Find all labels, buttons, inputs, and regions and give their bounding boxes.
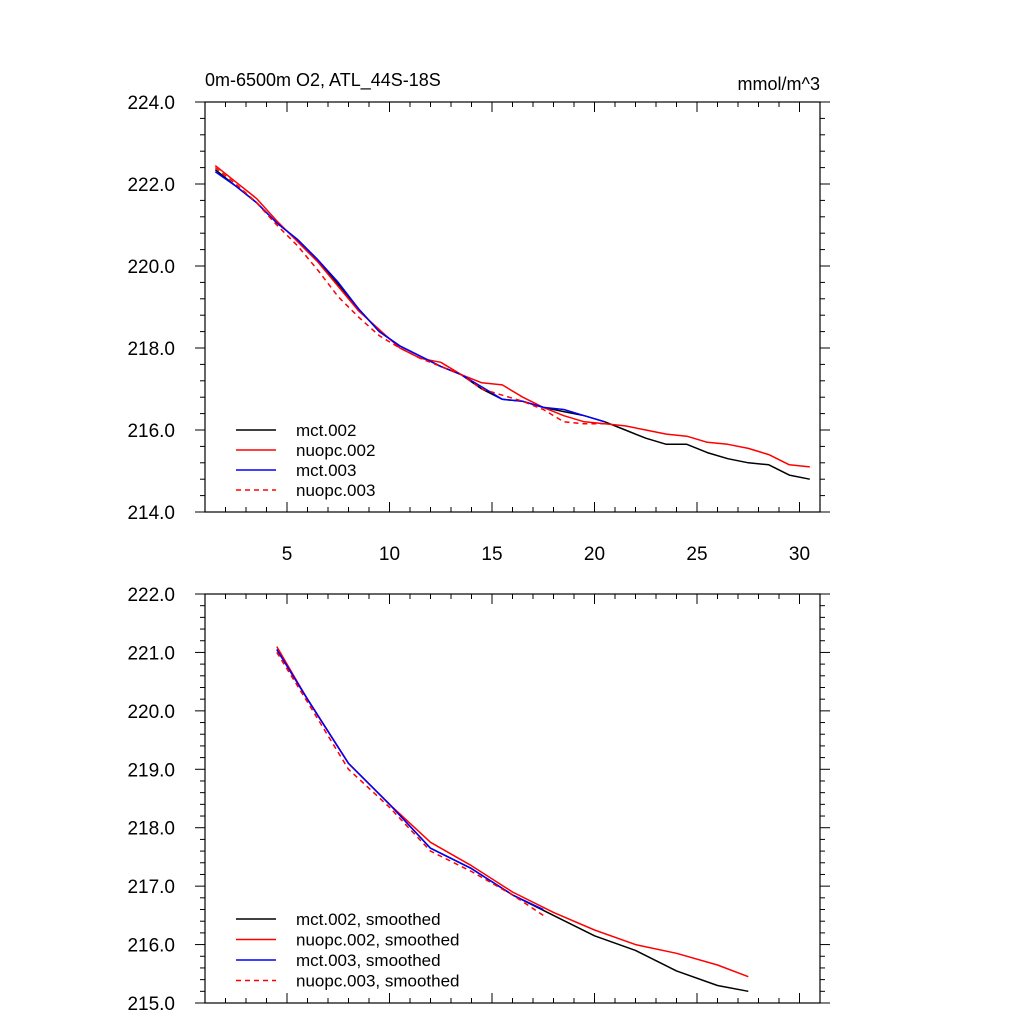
x-tick-label: 20	[584, 544, 605, 565]
y-tick-label: 217.0	[127, 877, 175, 898]
x-tick-label: 25	[686, 544, 707, 565]
legend-label-1: mct.002	[296, 421, 356, 440]
series-line-3	[276, 649, 544, 911]
y-tick-label: 224.0	[127, 93, 175, 114]
legend-label-3: mct.003	[296, 461, 356, 480]
units-label: mmol/m^3	[738, 74, 820, 94]
x-tick-label: 30	[789, 544, 810, 565]
chart-title: 0m-6500m O2, ATL_44S-18S	[205, 70, 441, 91]
y-tick-label: 222.0	[127, 585, 175, 606]
bottom-panel: 215.0 216.0 217.0 218.0 219.0 220.0 221.0 222.0…	[127, 585, 830, 1015]
series-line-3	[214, 171, 606, 423]
y-tick-label: 214.0	[127, 503, 175, 524]
legend-label-2: nuopc.002	[296, 441, 375, 460]
legend-label-4: nuopc.003, smoothed	[296, 972, 460, 991]
y-tick-label: 216.0	[127, 421, 175, 442]
y-tick-label: 220.0	[127, 702, 175, 723]
y-tick-label: 222.0	[127, 175, 175, 196]
legend-label-4: nuopc.003	[296, 481, 375, 500]
y-tick-label: 218.0	[127, 339, 175, 360]
series-line-4	[276, 652, 544, 917]
series-line-2	[214, 165, 810, 468]
y-tick-label: 221.0	[127, 643, 175, 664]
legend-label-1: mct.002, smoothed	[296, 910, 441, 929]
top-panel: 214.0 216.0 218.0 220.0 222.0 224.0 5 10 15 20 25 3…	[127, 70, 830, 565]
legend-label-2: nuopc.002, smoothed	[296, 931, 460, 950]
x-tick-label: 5	[282, 544, 293, 565]
x-tick-label: 10	[379, 544, 400, 565]
y-tick-label: 220.0	[127, 257, 175, 278]
series-line-4	[214, 167, 605, 425]
y-tick-label: 219.0	[127, 760, 175, 781]
x-tick-label: 15	[481, 544, 502, 565]
legend-label-3: mct.003, smoothed	[296, 951, 441, 970]
y-tick-label: 215.0	[127, 994, 175, 1015]
y-tick-label: 218.0	[127, 819, 175, 840]
y-tick-label: 216.0	[127, 936, 175, 957]
